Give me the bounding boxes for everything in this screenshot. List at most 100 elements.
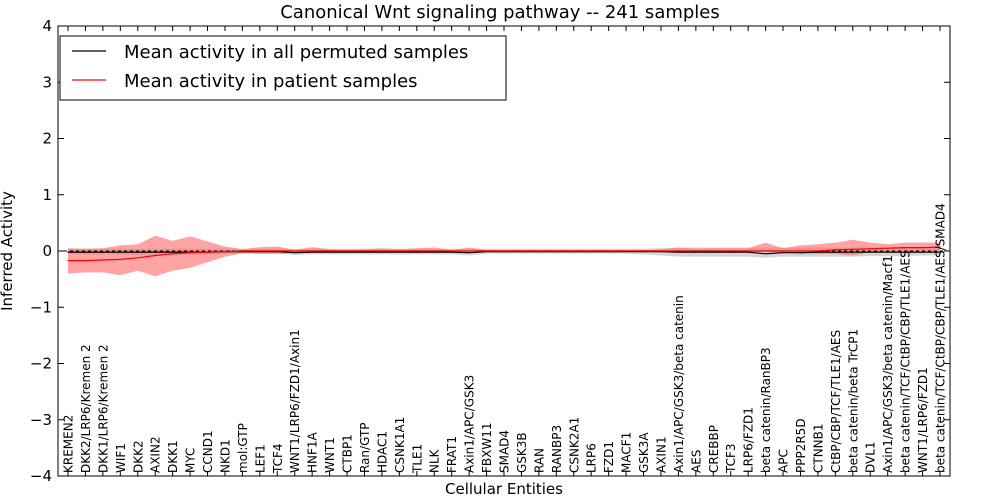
patient-point-20	[416, 250, 418, 252]
x-tick-label-1: DKK2/LRP6/Kremen 2	[79, 344, 93, 473]
permuted-point-48	[904, 251, 906, 253]
patient-point-16	[346, 250, 348, 252]
band-layer	[68, 235, 940, 277]
x-tick-label-48: beta catenin/TCF/CtBP/CBP/TLE1/AES	[899, 250, 913, 473]
x-tick-label-20: TLE1	[410, 444, 424, 474]
patient-point-2	[102, 259, 104, 261]
x-tick-label-18: HDAC1	[375, 431, 389, 473]
x-tick-label-26: GSK3B	[515, 432, 529, 473]
x-tick-label-33: GSK3A	[637, 432, 651, 473]
patient-point-10	[241, 250, 243, 252]
x-tick-label-49: WNT1/LRP6/FZD1	[916, 367, 930, 473]
x-tick-label-6: DKK1	[166, 440, 180, 473]
y-axis-ticks: 4 3 2 1 0 −1 −2 −3 −4	[30, 17, 950, 485]
x-tick-label-46: DVL1	[864, 441, 878, 473]
x-tick-label-43: CTNNB1	[811, 423, 825, 473]
permuted-point-5	[154, 251, 156, 253]
permuted-point-22	[451, 251, 453, 253]
y-tick-label-8: −4	[30, 467, 52, 485]
line-layer	[58, 246, 950, 262]
legend: Mean activity in all permuted samples Me…	[59, 35, 507, 101]
patient-point-41	[782, 250, 784, 252]
patient-point-26	[520, 250, 523, 252]
x-tick-label-15: WNT1	[323, 437, 337, 473]
permuted-point-46	[869, 251, 871, 253]
x-tick-label-8: CCND1	[201, 430, 215, 473]
permuted-point-3	[119, 251, 121, 253]
x-tick-label-28: RANBP3	[550, 425, 564, 473]
patient-point-29	[573, 250, 575, 252]
patient-point-45	[852, 248, 854, 250]
patient-point-24	[485, 250, 488, 252]
x-axis-ticks: KREMEN2 DKK2/LRP6/Kremen 2 DKK1/LRP6/Kreme…	[62, 26, 948, 476]
patient-point-4	[137, 257, 139, 259]
x-tick-label-27: RAN	[532, 448, 546, 473]
x-tick-label-25: SMAD4	[498, 430, 512, 473]
patient-point-8	[206, 251, 209, 253]
patient-point-6	[172, 253, 174, 255]
patient-point-39	[747, 250, 749, 252]
x-tick-label-0: KREMEN2	[62, 415, 76, 473]
patient-point-31	[608, 250, 610, 252]
y-tick-label-7: −3	[30, 411, 52, 429]
patient-point-28	[555, 250, 557, 252]
x-tick-label-17: Ran/GTP	[358, 422, 372, 473]
patient-point-48	[904, 247, 906, 249]
x-tick-label-21: NLK	[428, 448, 442, 473]
permuted-point-41	[782, 252, 784, 254]
x-tick-label-41: APC	[777, 449, 791, 473]
permuted-point-35	[677, 251, 680, 253]
patient-point-27	[538, 250, 540, 252]
patient-point-14	[311, 250, 313, 252]
patient-point-12	[276, 250, 278, 252]
legend-label-permuted: Mean activity in all permuted samples	[124, 42, 468, 63]
x-tick-label-5: AXIN2	[149, 436, 163, 473]
y-tick-label-1: 3	[42, 73, 52, 91]
x-tick-label-36: AES	[689, 450, 703, 473]
permuted-point-19	[398, 251, 400, 253]
patient-point-17	[363, 250, 366, 252]
permuted-point-20	[416, 251, 418, 253]
patient-band	[68, 235, 940, 277]
patient-point-50	[939, 246, 941, 248]
permuted-point-23	[468, 252, 470, 254]
permuted-point-2	[102, 251, 104, 253]
permuted-point-4	[137, 251, 139, 253]
patient-point-46	[869, 248, 871, 250]
patient-point-21	[433, 250, 435, 252]
permuted-point-15	[329, 251, 331, 253]
permuted-point-50	[939, 251, 941, 253]
x-tick-label-31: FZD1	[602, 441, 616, 473]
patient-point-18	[381, 250, 383, 252]
y-tick-label-0: 4	[42, 17, 52, 35]
patient-point-0	[67, 259, 69, 262]
patient-point-15	[329, 250, 331, 252]
patient-point-30	[590, 250, 592, 252]
patient-point-19	[398, 250, 400, 252]
x-tick-label-11: LEF1	[253, 444, 267, 473]
permuted-point-38	[730, 251, 732, 253]
permuted-point-39	[747, 251, 749, 253]
permuted-point-1	[84, 251, 87, 253]
patient-point-40	[765, 250, 767, 252]
y-tick-label-3: 1	[42, 186, 52, 204]
permuted-point-18	[381, 251, 383, 253]
patient-point-38	[730, 250, 732, 252]
permuted-point-44	[834, 251, 836, 253]
x-tick-label-47: Axin1/APC/GSK3/beta catenin/Macf1	[881, 255, 895, 473]
x-tick-label-30: LRP6	[585, 443, 599, 473]
permuted-point-45	[852, 251, 854, 253]
x-tick-label-38: TCF3	[724, 443, 738, 474]
x-tick-label-32: MACF1	[620, 432, 634, 473]
x-tick-label-19: CSNK1A1	[393, 417, 407, 473]
patient-point-35	[677, 250, 680, 252]
patient-point-7	[189, 252, 191, 254]
legend-label-patient: Mean activity in patient samples	[124, 71, 418, 92]
x-tick-label-2: DKK1/LRP6/Kremen 2	[96, 344, 110, 473]
patient-point-47	[887, 247, 889, 249]
x-tick-label-40: beta catenin/RanBP3	[759, 347, 773, 473]
permuted-point-47	[887, 251, 889, 253]
patient-point-44	[834, 249, 836, 251]
x-tick-label-4: DKK2	[131, 440, 145, 473]
permuted-point-21	[433, 251, 435, 253]
